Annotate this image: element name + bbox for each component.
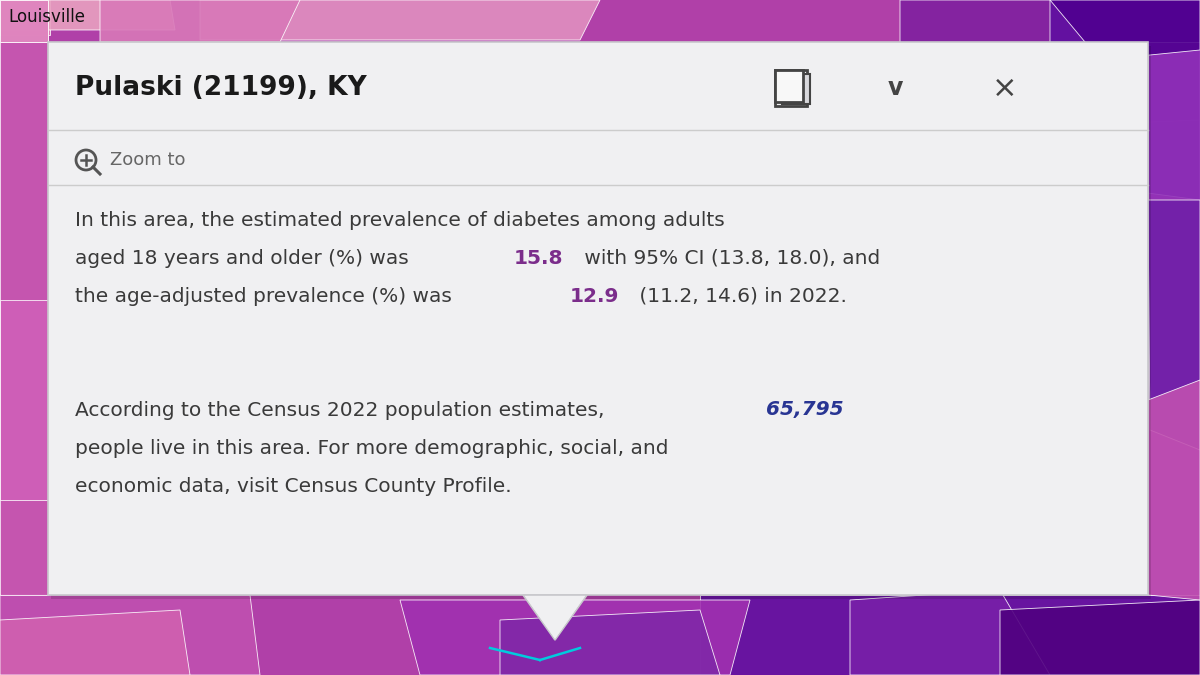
Polygon shape [850,590,1050,675]
Polygon shape [0,42,48,595]
Polygon shape [1148,200,1200,450]
Polygon shape [1050,0,1200,60]
Polygon shape [100,0,300,42]
Polygon shape [0,595,260,675]
Polygon shape [523,595,587,640]
Text: with 95% CI (13.8, 18.0), and: with 95% CI (13.8, 18.0), and [577,248,880,267]
Text: 65,795: 65,795 [767,400,844,419]
Polygon shape [0,0,175,30]
Polygon shape [0,0,50,35]
Polygon shape [0,300,48,500]
Text: In this area, the estimated prevalence of diabetes among adults: In this area, the estimated prevalence o… [74,211,725,230]
Text: (11.2, 14.6) in 2022.: (11.2, 14.6) in 2022. [634,286,847,306]
Polygon shape [500,610,720,675]
Text: Pulaski (21199), KY: Pulaski (21199), KY [74,75,367,101]
Text: v: v [887,76,902,100]
Polygon shape [400,600,750,675]
Text: the age-adjusted prevalence (%) was: the age-adjusted prevalence (%) was [74,286,458,306]
Text: ×: × [992,74,1018,103]
FancyBboxPatch shape [775,70,803,102]
Polygon shape [1148,380,1200,600]
Polygon shape [526,596,586,639]
FancyBboxPatch shape [50,46,1151,599]
Text: According to the Census 2022 population estimates,: According to the Census 2022 population … [74,400,611,419]
Text: Zoom to: Zoom to [110,151,186,169]
FancyBboxPatch shape [775,70,808,106]
Text: 12.9: 12.9 [570,286,619,306]
Polygon shape [1000,600,1200,675]
Polygon shape [900,0,1200,130]
Text: aged 18 years and older (%) was: aged 18 years and older (%) was [74,248,415,267]
FancyBboxPatch shape [782,74,810,104]
Polygon shape [0,0,48,42]
Text: Louisville: Louisville [8,8,85,26]
Text: economic data, visit Census County Profile.: economic data, visit Census County Profi… [74,477,511,495]
Text: 15.8: 15.8 [514,248,563,267]
FancyBboxPatch shape [48,42,1148,595]
Polygon shape [700,595,1200,675]
Text: people live in this area. For more demographic, social, and: people live in this area. For more demog… [74,439,668,458]
Polygon shape [200,0,600,40]
Polygon shape [1148,42,1200,595]
Polygon shape [0,0,48,42]
Polygon shape [0,610,190,675]
Polygon shape [1050,0,1200,200]
